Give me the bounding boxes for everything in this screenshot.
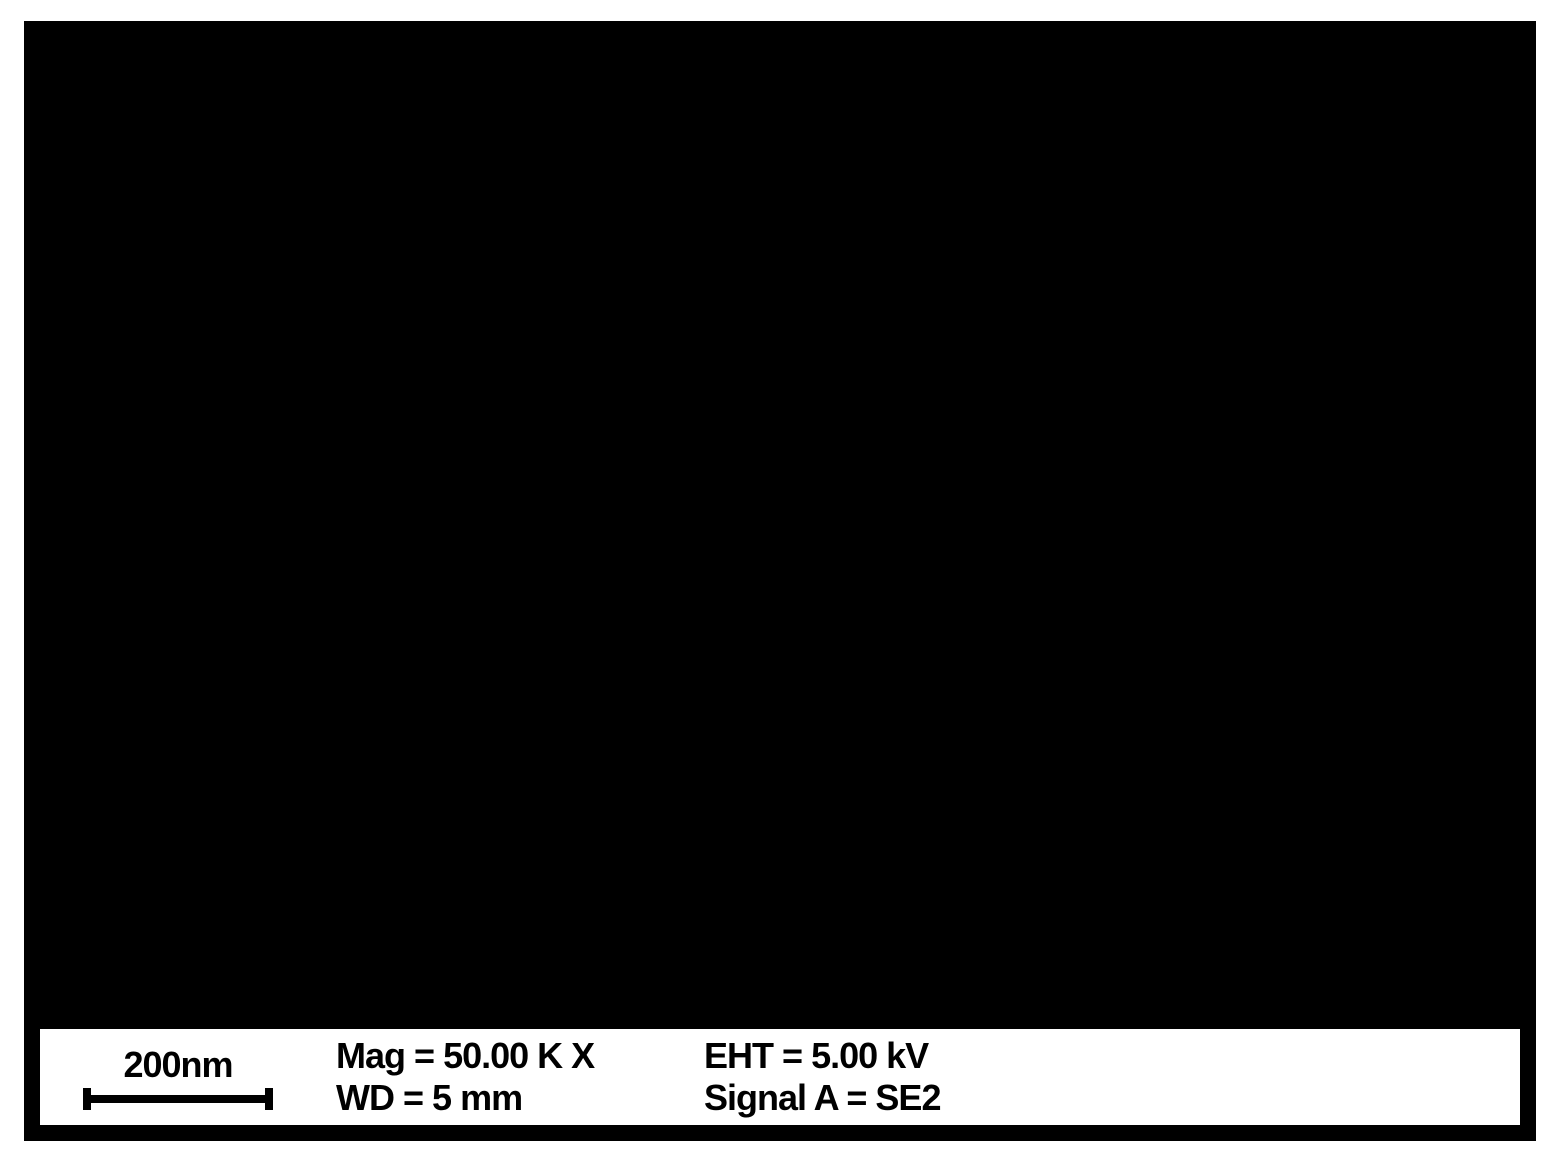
param-value: SE2: [875, 1077, 940, 1118]
param-mag: Mag = 50.00 K X: [336, 1035, 656, 1076]
param-key: WD: [336, 1077, 394, 1118]
param-key: EHT: [704, 1035, 773, 1076]
param-eht: EHT = 5.00 kV: [704, 1035, 1024, 1076]
param-value: 50.00 K X: [443, 1035, 594, 1076]
param-key: Mag: [336, 1035, 405, 1076]
info-bar: 200nm Mag = 50.00 K X WD = 5 mm EHT: [36, 1025, 1524, 1129]
param-value: 5.00 kV: [811, 1035, 928, 1076]
param-eq: =: [414, 1035, 434, 1076]
params-column-2: EHT = 5.00 kV Signal A = SE2: [704, 1035, 1024, 1118]
scale-label: 200nm: [123, 1044, 232, 1086]
param-eq: =: [846, 1077, 866, 1118]
param-value: 5 mm: [432, 1077, 522, 1118]
micrograph-frame: 200nm Mag = 50.00 K X WD = 5 mm EHT: [24, 21, 1536, 1141]
param-eq: =: [403, 1077, 423, 1118]
micrograph-image-area: [30, 27, 1530, 1019]
param-key: Signal A: [704, 1077, 837, 1118]
param-signal-a: Signal A = SE2: [704, 1077, 1024, 1118]
param-wd: WD = 5 mm: [336, 1077, 656, 1118]
param-eq: =: [782, 1035, 802, 1076]
scale-bar-icon: [83, 1088, 273, 1110]
scale-block: 200nm: [68, 1044, 288, 1110]
params-column-1: Mag = 50.00 K X WD = 5 mm: [336, 1035, 656, 1118]
